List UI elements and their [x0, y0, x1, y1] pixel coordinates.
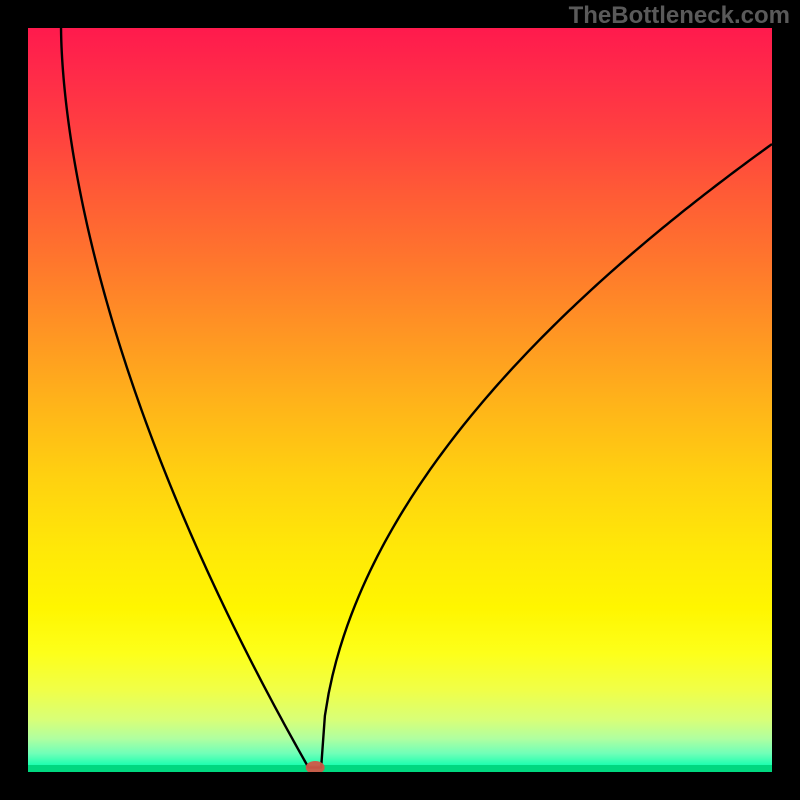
bottom-green-band: [28, 765, 772, 772]
bottleneck-chart: [28, 28, 772, 772]
chart-svg: [28, 28, 772, 772]
gradient-background: [28, 28, 772, 772]
watermark-text: TheBottleneck.com: [569, 2, 790, 30]
minimum-marker: [306, 762, 324, 772]
